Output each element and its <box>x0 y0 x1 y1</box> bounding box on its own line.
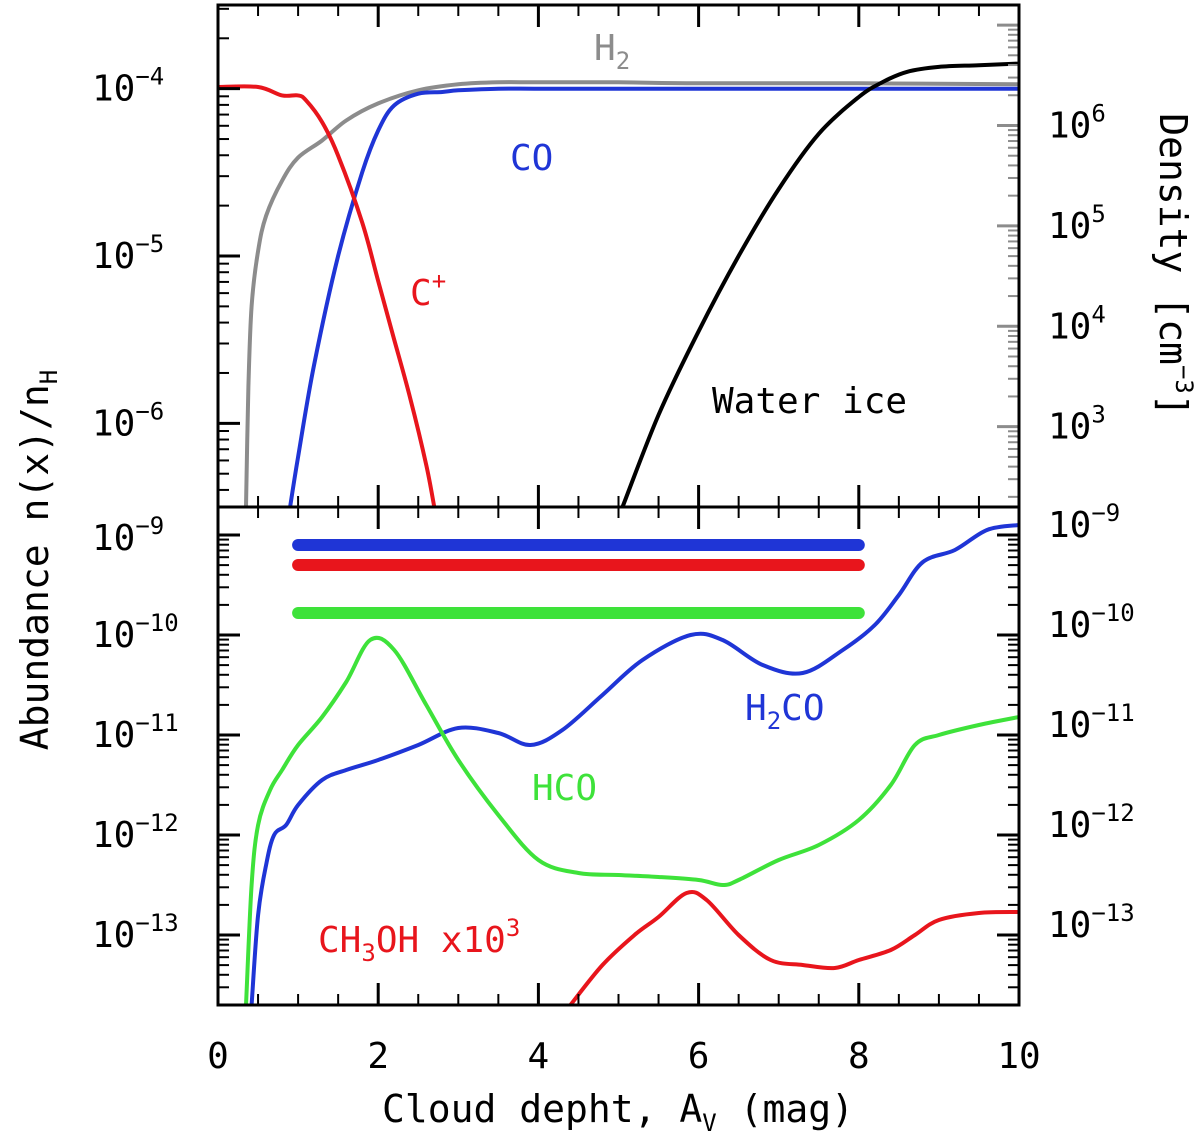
y2-tick-label: 10−11 <box>1048 699 1135 746</box>
series-line-c <box>218 84 437 507</box>
y2-tick-label: 10−10 <box>1048 599 1135 646</box>
top-curves <box>218 61 1019 507</box>
x-tick-label: 6 <box>688 1036 710 1077</box>
top-left-axis: 10−6 10−5 10−4 10−9 <box>92 7 240 559</box>
x-tick-label: 0 <box>207 1036 229 1077</box>
bottom-right-axis: 10−9 10−10 10−11 10−12 10−13 <box>997 499 1135 1006</box>
y2-tick-label: 10−12 <box>1048 799 1135 846</box>
y-axis-title: Abundance n(x)/nH <box>13 370 63 751</box>
x-tick-label: 2 <box>367 1036 389 1077</box>
series-line-hco <box>244 635 1019 1005</box>
y-tick-label: 10−13 <box>92 909 179 956</box>
bottom-x-axis: 0 2 4 6 8 10 <box>207 507 1041 1077</box>
series-line-h2co <box>249 523 1019 1005</box>
y-tick-label: 10−9 <box>92 512 164 559</box>
y2-tick-label: 10−13 <box>1048 899 1135 946</box>
y2-tick-label: 106 <box>1048 99 1106 146</box>
label-hco: HCO <box>532 768 597 809</box>
label-ch3oh: CH3OH x103 <box>318 914 520 967</box>
series-line-co <box>288 86 1019 507</box>
bottom-panel: 10−10 10−11 10−12 10−13 10−9 10−10 10−11 10−12… <box>92 499 1135 1077</box>
x-axis-title: Cloud depht, AV (mag) <box>382 1087 854 1135</box>
y2-tick-label: 103 <box>1048 401 1106 448</box>
bottom-curves <box>244 523 1019 1005</box>
y-tick-label: 10−11 <box>92 709 179 756</box>
top-right-axis: 103 104 105 106 <box>997 23 1106 498</box>
series-line-ch3oh-x10-3 <box>568 889 1019 1005</box>
y-tick-label: 10−5 <box>92 230 164 277</box>
top-panel: 10−6 10−5 10−4 10−9 103 104 105 106 <box>92 3 1106 559</box>
y2-tick-label: 104 <box>1048 300 1106 347</box>
y-tick-label: 10−12 <box>92 809 179 856</box>
y2-axis-title: Density [cm−3] <box>1151 113 1198 416</box>
y-tick-label: 10−10 <box>92 609 179 656</box>
y2-tick-label: 10−9 <box>1048 499 1120 546</box>
y2-tick-label: 105 <box>1048 200 1106 247</box>
label-c-plus: C+ <box>410 267 446 314</box>
label-h2: H2 <box>594 28 630 75</box>
series-line-h2 <box>244 80 1019 507</box>
y-tick-label: 10−4 <box>92 63 164 110</box>
y-tick-label: 10−6 <box>92 397 164 444</box>
x-tick-label: 10 <box>997 1036 1040 1077</box>
series-line-water-ice <box>620 61 1019 507</box>
bottom-left-axis: 10−10 10−11 10−12 10−13 <box>92 533 240 1006</box>
label-co: CO <box>510 138 553 179</box>
label-water-ice: Water ice <box>712 381 907 422</box>
bottom-plot-frame <box>216 505 1021 1007</box>
x-tick-label: 8 <box>848 1036 870 1077</box>
label-h2co: H2CO <box>745 688 825 735</box>
x-tick-label: 4 <box>528 1036 550 1077</box>
